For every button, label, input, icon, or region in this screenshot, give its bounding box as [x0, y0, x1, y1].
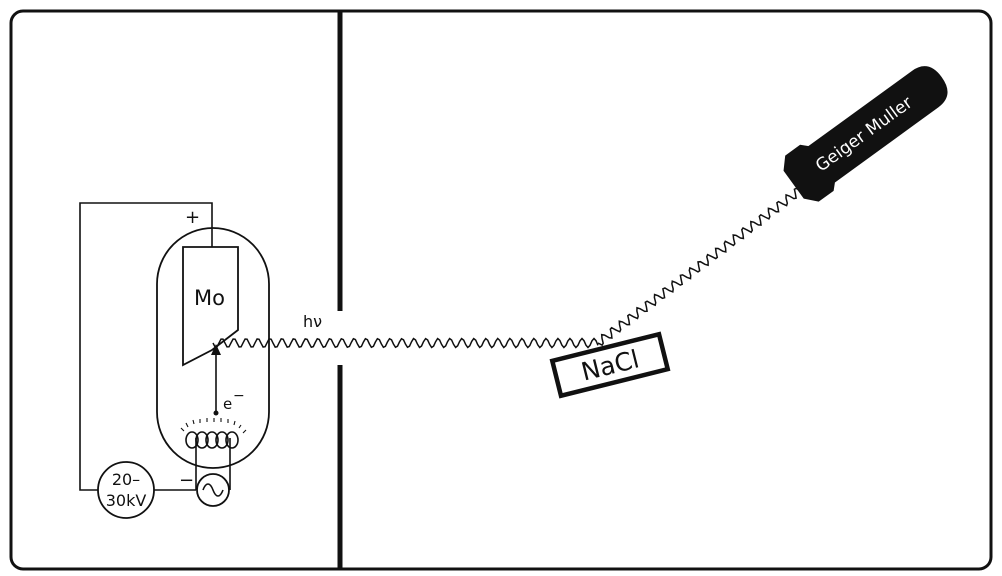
- circuit-wires: [79, 202, 231, 491]
- anode-target: [182, 246, 239, 367]
- photon-label: hν: [303, 312, 322, 331]
- coil-filament-icon: [180, 418, 247, 449]
- geiger-counter-probe-icon: Geiger Muller: [783, 66, 948, 202]
- high-voltage-supply: [97, 461, 155, 519]
- outer-frame: [9, 9, 993, 571]
- electron-label: e: [223, 395, 232, 413]
- diffracted-xray-wave: [597, 187, 801, 347]
- anode-polarity: +: [185, 207, 200, 228]
- anode-label: Mo: [194, 286, 225, 310]
- electron-source-dot: [213, 410, 219, 416]
- sine-wave-icon: [202, 483, 224, 497]
- xray-tube: [156, 227, 270, 469]
- nacl-crystal: NaCl: [549, 331, 671, 399]
- incident-xray-wave: [212, 337, 599, 349]
- electron-charge: −: [233, 388, 245, 404]
- supply-voltage-line1: 20–: [112, 470, 140, 489]
- supply-voltage-line2: 30kV: [106, 491, 147, 510]
- cathode-polarity: −: [179, 470, 194, 491]
- electron-beam-arrowhead: [211, 344, 221, 355]
